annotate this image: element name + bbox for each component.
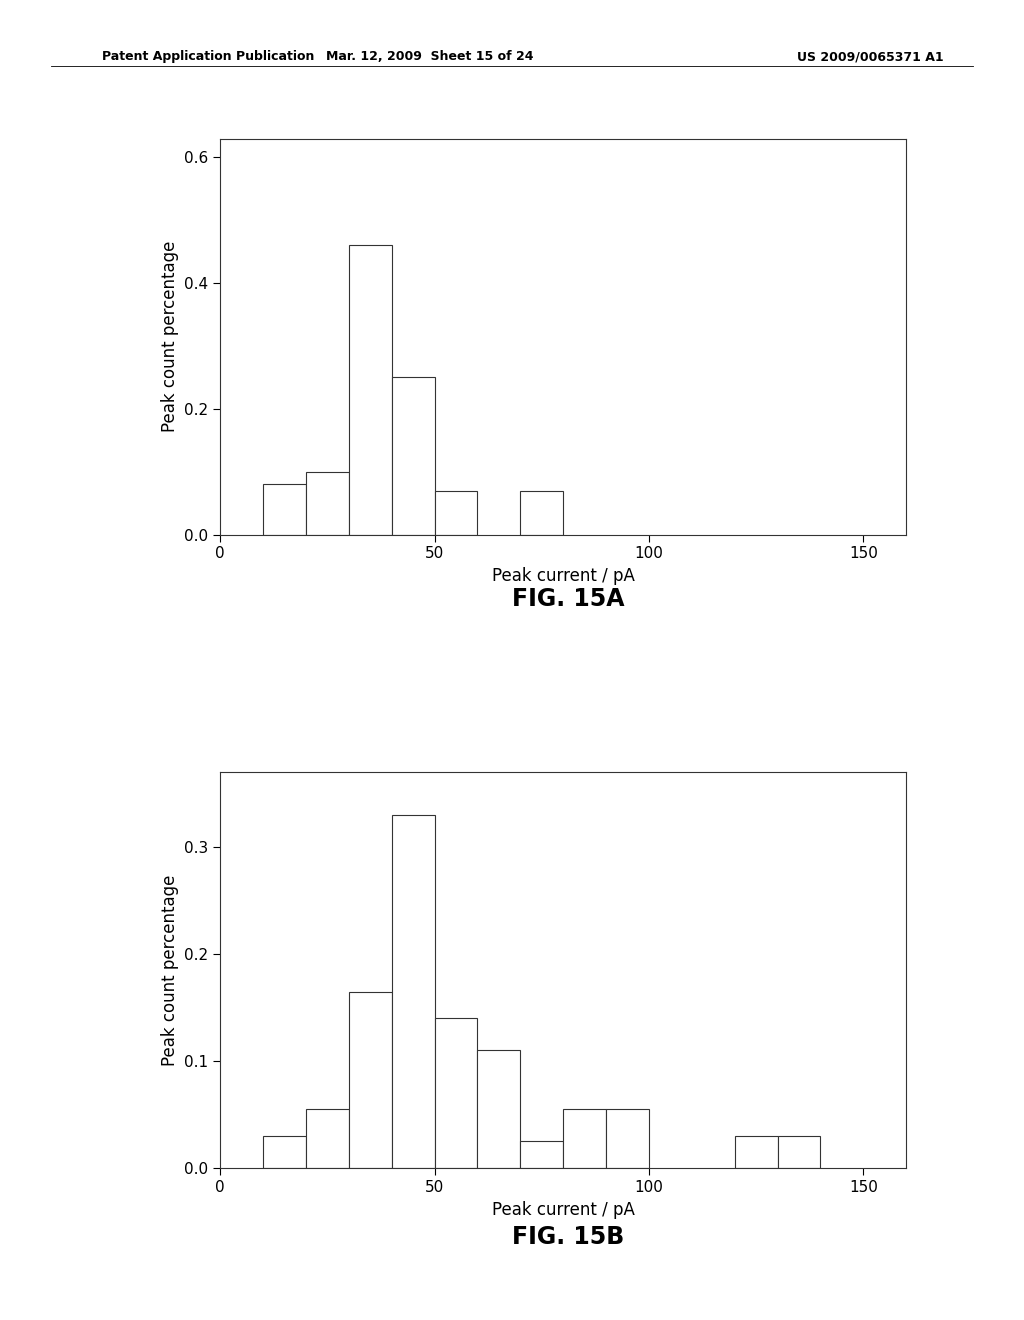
X-axis label: Peak current / pA: Peak current / pA (492, 568, 635, 585)
Text: FIG. 15A: FIG. 15A (512, 587, 625, 611)
Bar (263, 484, 306, 535)
Bar (349, 246, 391, 535)
Bar (606, 1109, 649, 1168)
Bar (434, 491, 477, 535)
Text: US 2009/0065371 A1: US 2009/0065371 A1 (797, 50, 944, 63)
X-axis label: Peak current / pA: Peak current / pA (492, 1201, 635, 1218)
Bar (391, 378, 434, 535)
Bar (735, 1137, 777, 1168)
Bar (520, 491, 563, 535)
Bar (306, 1109, 349, 1168)
Text: FIG. 15B: FIG. 15B (512, 1225, 625, 1249)
Bar (263, 1137, 306, 1168)
Y-axis label: Peak count percentage: Peak count percentage (161, 875, 178, 1065)
Bar (520, 1142, 563, 1168)
Text: Mar. 12, 2009  Sheet 15 of 24: Mar. 12, 2009 Sheet 15 of 24 (327, 50, 534, 63)
Bar (306, 471, 349, 535)
Bar (349, 991, 391, 1168)
Bar (434, 1018, 477, 1168)
Y-axis label: Peak count percentage: Peak count percentage (161, 242, 178, 432)
Bar (391, 814, 434, 1168)
Text: Patent Application Publication: Patent Application Publication (102, 50, 314, 63)
Bar (777, 1137, 820, 1168)
Bar (477, 1051, 520, 1168)
Bar (563, 1109, 606, 1168)
